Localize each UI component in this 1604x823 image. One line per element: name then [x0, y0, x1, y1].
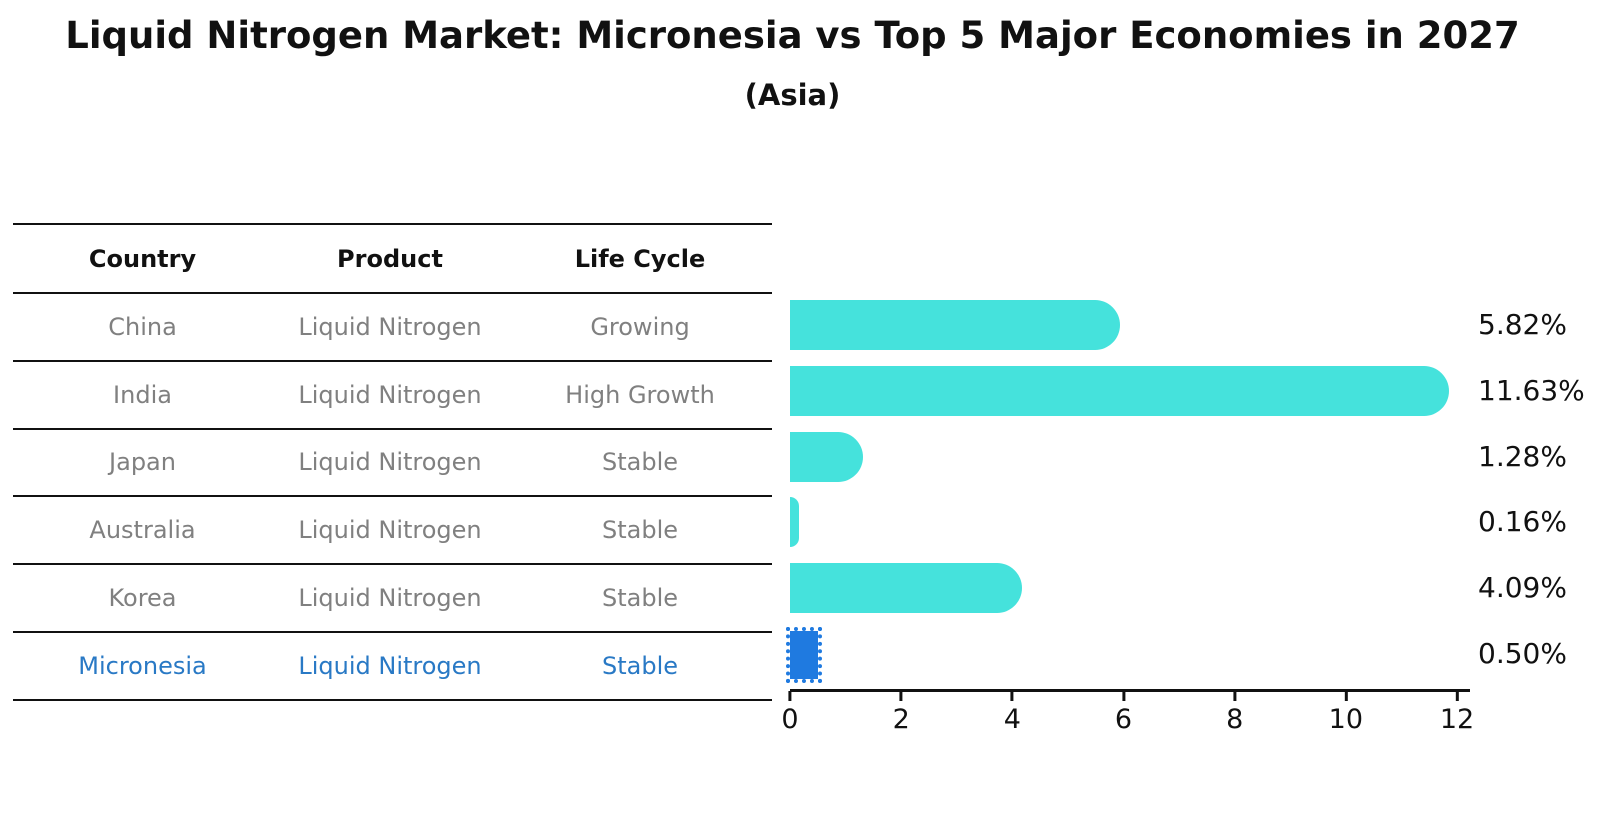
x-axis-line [790, 689, 1470, 692]
cell-lifecycle: High Growth [565, 380, 715, 409]
data-table: Country Product Life Cycle China Liquid … [13, 223, 772, 701]
x-tick: 12 [1440, 691, 1474, 735]
cell-country: Korea [108, 584, 177, 613]
bar-japan [790, 431, 863, 482]
table-row-china: China Liquid Nitrogen Growing [13, 294, 772, 362]
cell-lifecycle: Stable [601, 516, 679, 545]
table-row-japan: Japan Liquid Nitrogen Stable [13, 430, 772, 498]
cell-country: China [108, 312, 177, 341]
table-row-korea: Korea Liquid Nitrogen Stable [13, 565, 772, 633]
bar-china [790, 300, 1120, 350]
bar-row-australia: 0.16% [790, 489, 1567, 555]
bar-value-label: 0.50% [1478, 636, 1567, 670]
bar-row-china: 5.82% [790, 292, 1567, 358]
x-tick-label: 6 [1114, 704, 1133, 735]
cell-lifecycle: Stable [601, 584, 679, 613]
x-tick-mark [899, 691, 903, 701]
x-tick-mark [788, 691, 792, 701]
bar-chart: 5.82% 11.63% 1.28% 0.16% 4.09% 0.50% [785, 292, 1585, 690]
chart-subtitle: (Asia) [744, 78, 841, 112]
table-row-micronesia: Micronesia Liquid Nitrogen Stable [13, 633, 772, 701]
cell-lifecycle: Stable [601, 651, 679, 680]
header-cell-lifecycle: Life Cycle [574, 244, 706, 273]
header-cell-product: Product [337, 244, 443, 273]
x-tick: 8 [1226, 691, 1243, 735]
bar-value-label: 1.28% [1478, 439, 1567, 473]
x-tick: 4 [1004, 691, 1021, 735]
x-tick-mark [1344, 691, 1348, 701]
table-header-row: Country Product Life Cycle [13, 225, 772, 294]
bar-row-india: 11.63% [790, 358, 1585, 424]
bar-india [790, 365, 1450, 416]
cell-country: Australia [89, 516, 196, 545]
cell-product: Liquid Nitrogen [298, 651, 482, 680]
x-tick: 2 [893, 691, 910, 735]
table-row-india: India Liquid Nitrogen High Growth [13, 362, 772, 430]
x-tick-label: 12 [1439, 704, 1475, 735]
bar-row-japan: 1.28% [790, 424, 1567, 490]
bar-value-label: 4.09% [1478, 571, 1567, 605]
x-tick-mark [1455, 691, 1459, 701]
x-tick-label: 8 [1226, 704, 1244, 735]
bar-australia [790, 497, 800, 548]
bar-value-label: 0.16% [1478, 505, 1567, 539]
cell-product: Liquid Nitrogen [298, 516, 482, 545]
cell-lifecycle: Stable [601, 448, 679, 477]
bar-row-korea: 4.09% [790, 555, 1567, 621]
x-tick: 6 [1115, 691, 1132, 735]
x-tick: 0 [781, 691, 799, 735]
x-axis-ticks: 0 2 4 6 8 10 12 [781, 691, 1474, 737]
cell-product: Liquid Nitrogen [298, 584, 482, 613]
bar-value-label: 5.82% [1478, 308, 1567, 341]
x-tick: 10 [1329, 691, 1363, 735]
cell-country: Japan [109, 448, 176, 477]
x-tick-label: 10 [1328, 704, 1364, 735]
x-tick-label: 4 [1003, 704, 1021, 735]
cell-country: Micronesia [78, 651, 207, 680]
bar-value-label: 11.63% [1478, 373, 1585, 407]
bar-row-micronesia: 0.50% [785, 621, 1567, 687]
x-tick-label: 0 [781, 704, 799, 735]
page-title: Liquid Nitrogen Market: Micronesia vs To… [65, 14, 1520, 57]
cell-product: Liquid Nitrogen [298, 448, 482, 477]
bar-korea [790, 563, 1022, 614]
table-row-australia: Australia Liquid Nitrogen Stable [13, 497, 772, 566]
x-tick-mark [1233, 691, 1237, 701]
cell-lifecycle: Growing [590, 312, 690, 341]
x-tick-mark [1010, 691, 1014, 701]
cell-product: Liquid Nitrogen [298, 312, 482, 341]
header-cell-country: Country [88, 244, 197, 273]
cell-product: Liquid Nitrogen [298, 380, 482, 409]
x-tick-label: 2 [892, 704, 910, 735]
x-tick-mark [1122, 691, 1125, 701]
bar-micronesia [785, 626, 823, 683]
cell-country: India [113, 380, 172, 409]
